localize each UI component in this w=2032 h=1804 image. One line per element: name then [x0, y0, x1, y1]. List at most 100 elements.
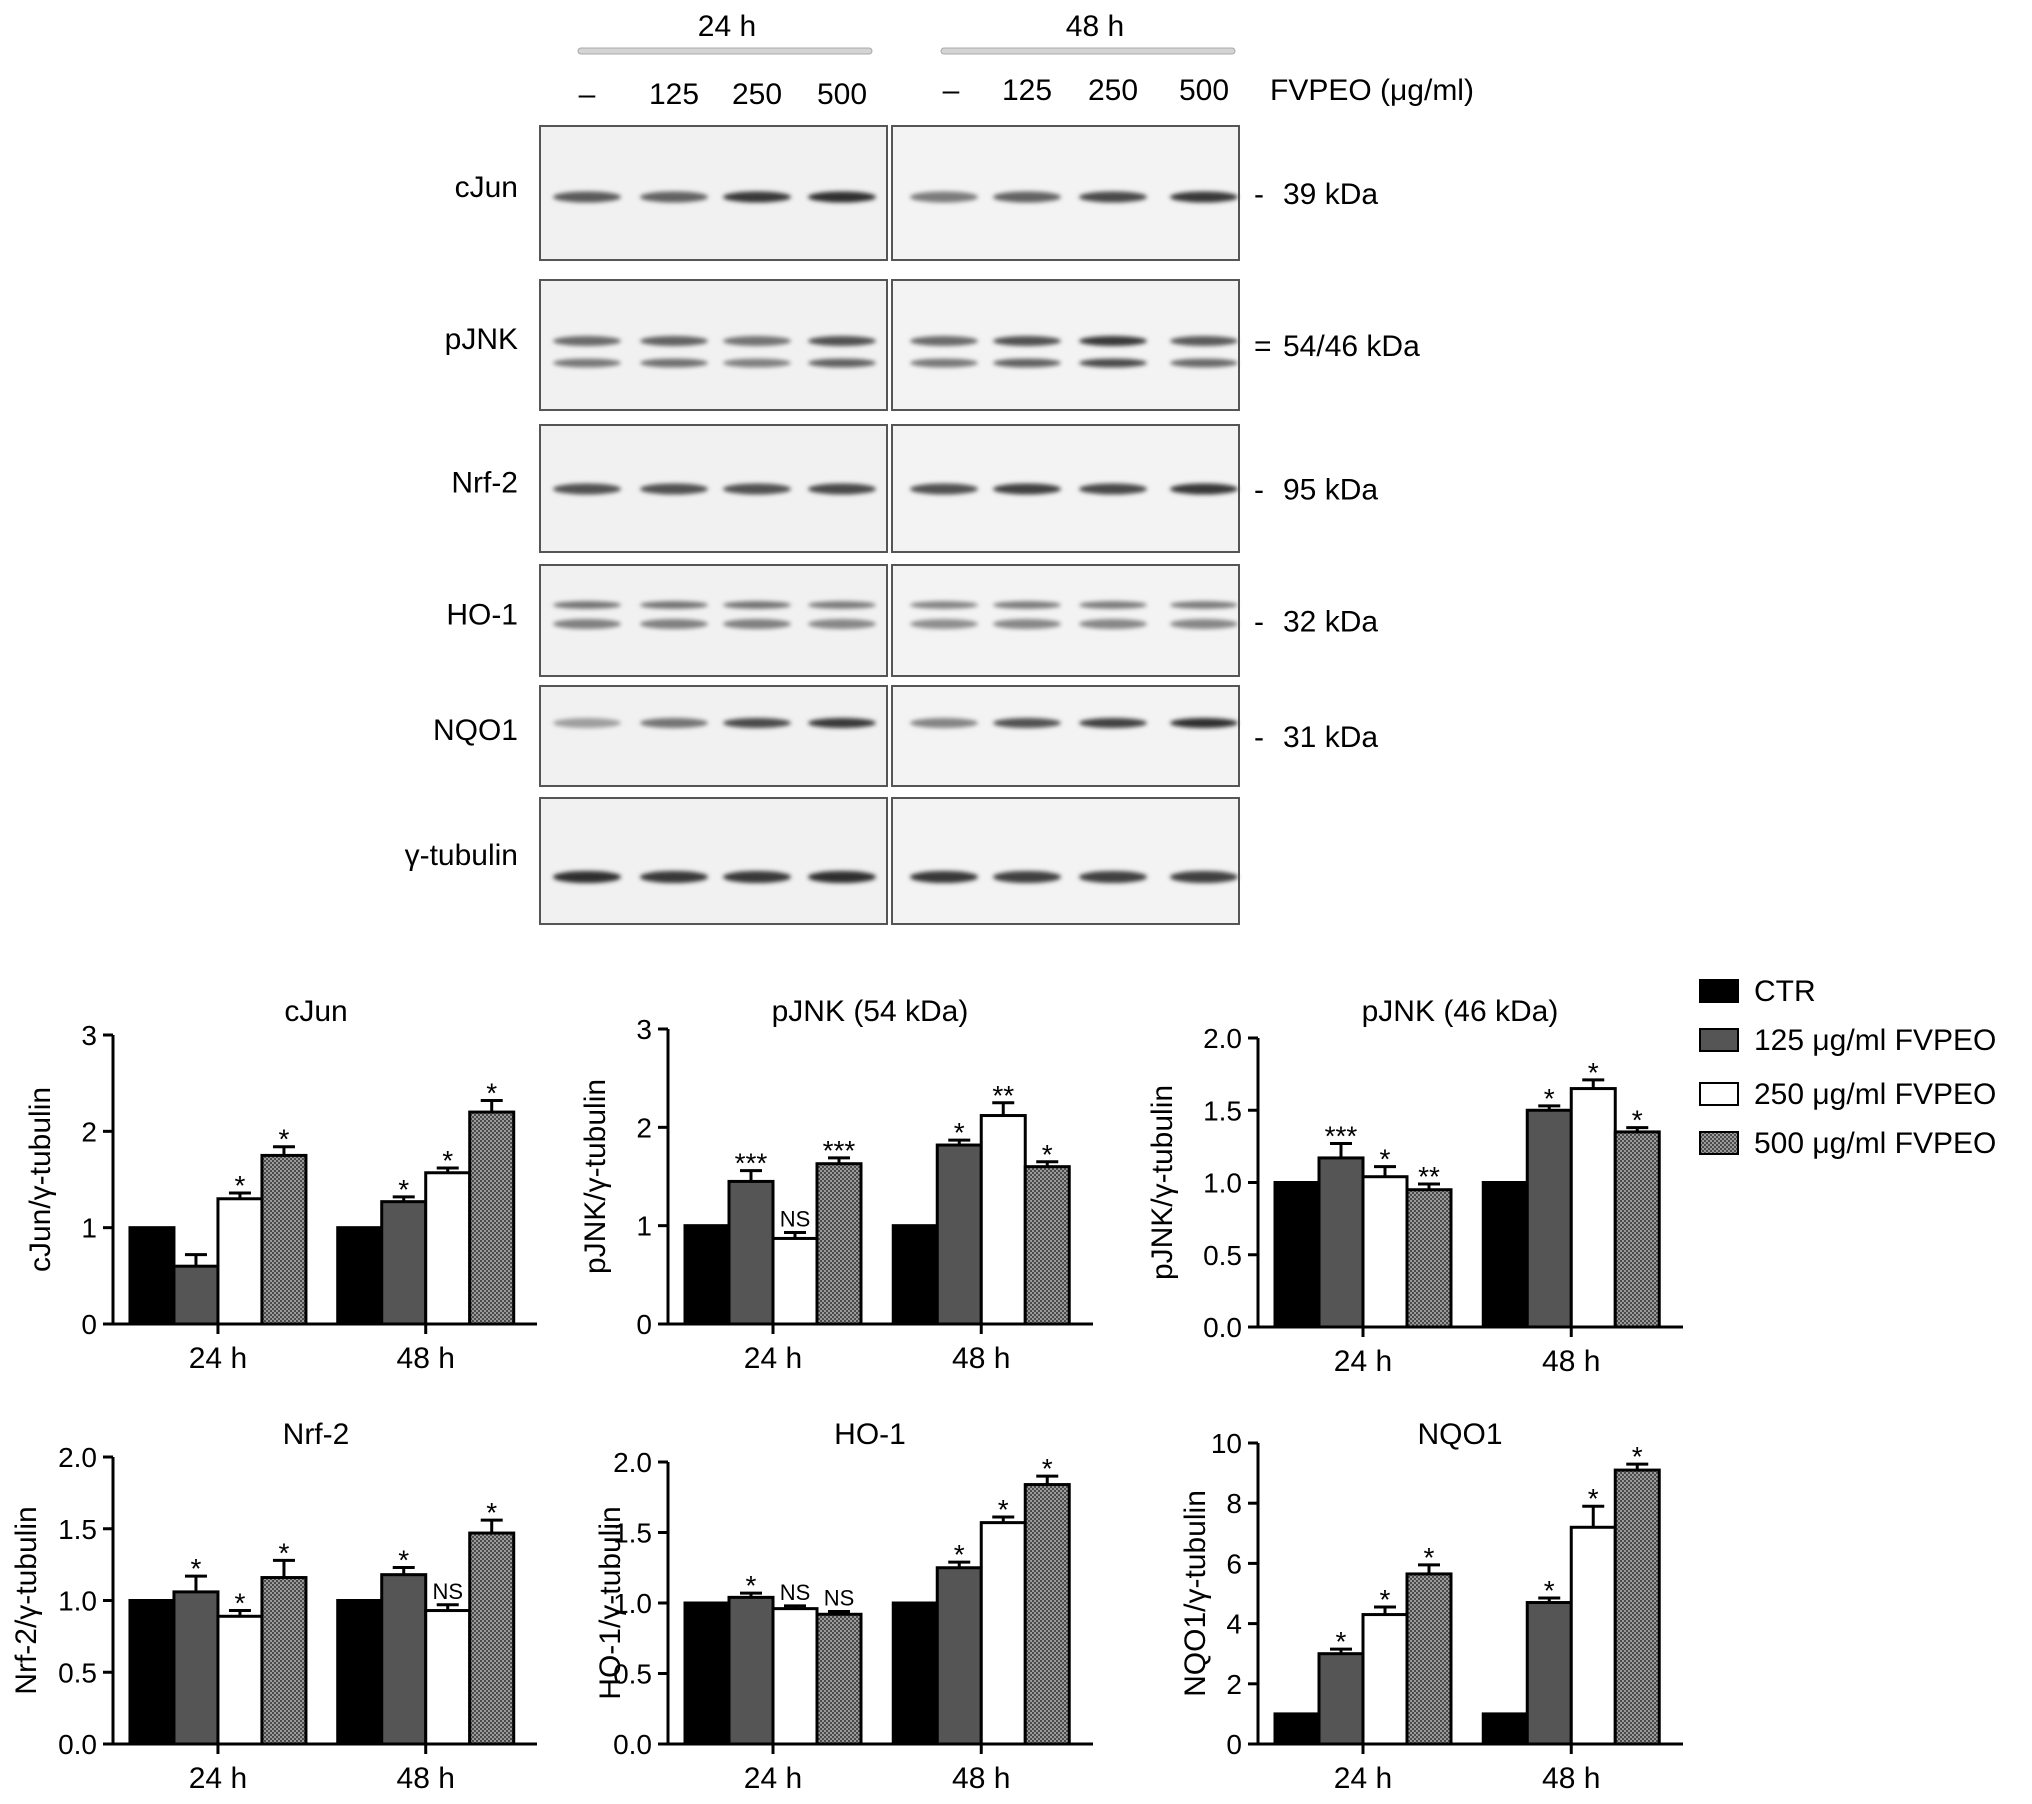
lane-label: – [943, 74, 960, 107]
blot-band [808, 601, 876, 609]
blot-band [808, 336, 876, 346]
x-tick-label: 48 h [952, 1762, 1010, 1795]
blot-band [723, 191, 791, 203]
timepoint-label-24h: 24 h [698, 10, 756, 43]
blot-band [553, 358, 621, 368]
blot-size-tick: - [1254, 606, 1264, 639]
blot-band [553, 619, 621, 629]
blot-band [640, 718, 708, 728]
bar [1023, 1483, 1071, 1746]
significance-label: * [1544, 1575, 1555, 1606]
blot-band [553, 601, 621, 609]
timepoint-bracket-48h [940, 47, 1236, 55]
timepoint-label-48h: 48 h [1066, 10, 1124, 43]
bar [380, 1573, 428, 1746]
bar [128, 1226, 176, 1326]
x-tick-label: 48 h [1542, 1345, 1600, 1378]
significance-label: * [235, 1588, 246, 1619]
significance-label: * [1042, 1139, 1053, 1170]
bar [172, 1264, 220, 1326]
bar [771, 1607, 819, 1746]
significance-label: * [1424, 1542, 1435, 1573]
blot-band [553, 191, 621, 203]
blot-band [640, 601, 708, 609]
blot-band [553, 870, 621, 884]
bar [1569, 1525, 1617, 1746]
bar [771, 1236, 819, 1326]
blot-protein-label: cJun [455, 171, 518, 204]
blot-band [808, 718, 876, 728]
bar [336, 1226, 384, 1326]
legend-swatch-125 [1699, 1028, 1739, 1052]
blot-band [640, 870, 708, 884]
chart-title: HO-1 [834, 1418, 906, 1451]
blot-band [1079, 870, 1147, 884]
significance-label: * [954, 1117, 965, 1148]
blot-band [1079, 619, 1147, 629]
chart-4: HO-1 HO-1/γ-tubulin 0.0 0.5 1.0 1.5 2.0 24 h * NS… [594, 1418, 1093, 1795]
chart-5: NQO1 NQO1/γ-tubulin 0 2 4 6 8 10 24 h * * * 48 h * * * [1179, 1418, 1683, 1795]
blot-size-tick: - [1254, 721, 1264, 754]
bar [979, 1114, 1027, 1326]
blot-protein-label: HO-1 [446, 599, 518, 632]
blot-band [993, 483, 1061, 495]
significance-label: * [954, 1539, 965, 1570]
bar [172, 1590, 220, 1746]
bar [1525, 1601, 1573, 1746]
y-tick-label: 0.0 [613, 1729, 652, 1760]
blot-band [1170, 619, 1238, 629]
blot-membrane-48h [891, 797, 1240, 925]
significance-label: *** [735, 1148, 768, 1179]
bar [979, 1521, 1027, 1746]
bar [380, 1200, 428, 1326]
chart-title: pJNK (46 kDa) [1362, 995, 1559, 1028]
blot-band [1079, 336, 1147, 346]
bar [683, 1224, 731, 1326]
significance-label: NS [824, 1585, 855, 1610]
blot-band [1079, 483, 1147, 495]
bar [1481, 1181, 1529, 1329]
bar [468, 1110, 516, 1326]
y-tick-label: 2.0 [58, 1442, 97, 1473]
blot-band [1079, 601, 1147, 609]
blot-band [1170, 718, 1238, 728]
x-tick-label: 48 h [952, 1342, 1010, 1375]
blot-band [723, 483, 791, 495]
blot-band [640, 191, 708, 203]
y-axis-label: pJNK/γ-tubulin [579, 1079, 612, 1274]
significance-label: * [486, 1078, 497, 1109]
y-tick-label: 10 [1211, 1428, 1242, 1459]
bar [1317, 1652, 1365, 1746]
y-tick-label: 3 [636, 1014, 652, 1045]
x-tick-label: 24 h [1334, 1762, 1392, 1795]
blot-band [808, 870, 876, 884]
blot-band [993, 601, 1061, 609]
y-tick-label: 1 [636, 1211, 652, 1242]
blot-band [910, 718, 978, 728]
x-tick-label: 24 h [744, 1342, 802, 1375]
significance-label: NS [780, 1207, 811, 1232]
blot-header: 24 h 48 h – 125 250 500 – 125 250 500 FV… [577, 10, 1474, 111]
chart-3: Nrf-2 Nrf-2/γ-tubulin 0.0 0.5 1.0 1.5 2.0 24 h *… [10, 1418, 537, 1795]
bar [891, 1224, 939, 1326]
blot-band [910, 483, 978, 495]
bar [336, 1599, 384, 1746]
y-tick-label: 1.5 [58, 1514, 97, 1545]
lane-label: 125 [1002, 74, 1052, 107]
significance-label: NS [780, 1580, 811, 1605]
blot-row-2: Nrf-2 -95 kDa [451, 424, 1378, 553]
y-tick-label: 2.0 [613, 1447, 652, 1478]
blot-band [910, 336, 978, 346]
blot-band [723, 619, 791, 629]
bar [1361, 1613, 1409, 1746]
blot-size-label: 54/46 kDa [1283, 330, 1420, 363]
y-tick-label: 3 [81, 1020, 97, 1051]
significance-label: * [1380, 1144, 1391, 1175]
y-tick-label: 8 [1226, 1488, 1242, 1519]
bar [260, 1153, 308, 1326]
y-tick-label: 2 [636, 1112, 652, 1143]
blot-band [723, 718, 791, 728]
blot-band [910, 191, 978, 203]
